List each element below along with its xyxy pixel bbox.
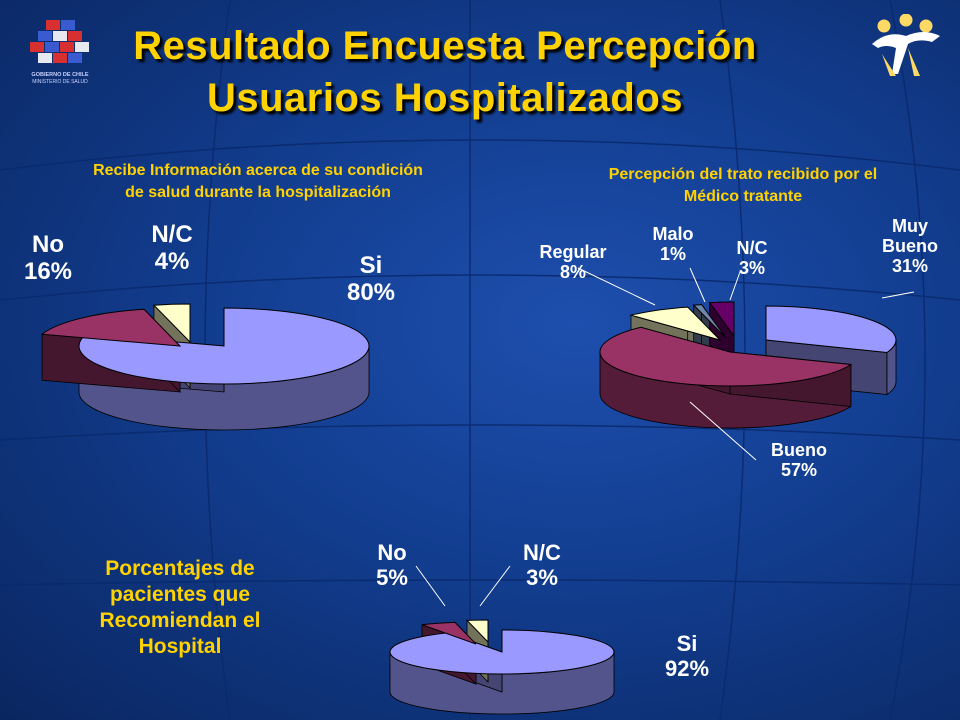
chart1-title: Recibe Información acerca de su condició…: [28, 160, 488, 204]
pie-1-slice-0: [78, 307, 370, 385]
pie-2-slice-4: [708, 301, 735, 338]
slide-title-line1: Resultado Encuesta Percepción: [133, 24, 757, 68]
leader-line: [729, 271, 741, 301]
pie-2-slice-1: [599, 326, 853, 387]
leader-line: [479, 565, 511, 607]
chart1-title-line1: Recibe Información acerca de su condició…: [93, 162, 423, 179]
recommend-caption-line4: Hospital: [138, 635, 222, 658]
pie-3-slice-0: [389, 629, 615, 675]
recommend-caption-line3: Recomiendan el: [99, 609, 261, 632]
pie-1-slice-2: [152, 303, 191, 344]
chart3-label-si: Si 92%: [664, 631, 710, 681]
chart1-label-no: No 16%: [23, 231, 73, 285]
chart2-title: Percepción del trato recibido por el Méd…: [538, 164, 948, 208]
chart2-label-muy-bueno: Muy Bueno 31%: [882, 216, 938, 277]
recommend-caption-line1: Porcentajes de: [105, 557, 255, 580]
leader-line: [689, 401, 757, 461]
svg-text:MINISTERIO DE SALUD: MINISTERIO DE SALUD: [32, 79, 88, 85]
pie-chart-3: [389, 619, 615, 715]
chart3-label-no: No 5%: [376, 540, 408, 590]
pie-chart-2: [599, 301, 897, 429]
pie-2-slice-0: [765, 305, 897, 354]
pie-2-slice-3: [692, 304, 727, 339]
svg-text:GOBIERNO DE CHILE: GOBIERNO DE CHILE: [31, 72, 88, 78]
pie-2-slice-2: [629, 306, 722, 341]
chart2-title-line1: Percepción del trato recibido por el: [608, 166, 878, 183]
chart1-label-si: Si 80%: [346, 252, 396, 306]
recommend-caption-line2: pacientes que: [109, 583, 251, 606]
chart1-title-line2: de salud durante la hospitalización: [125, 184, 391, 201]
health-figures-logo: [868, 13, 944, 85]
leader-line: [689, 267, 706, 303]
pie-chart-1: [40, 303, 370, 431]
chart1-label-nc: N/C 4%: [151, 221, 193, 275]
pie-3-slice-2: [465, 619, 489, 644]
chart2-label-regular: Regular 8%: [539, 242, 607, 283]
leader-line: [577, 267, 656, 306]
slide-title-line2: Usuarios Hospitalizados: [206, 76, 684, 120]
pie-3-slice-1: [421, 621, 477, 645]
chart2-label-bueno: Bueno 57%: [771, 440, 827, 481]
leader-line: [415, 565, 446, 607]
chart2-label-nc: N/C 3%: [736, 238, 768, 279]
leader-line: [881, 291, 915, 299]
government-logo: GOBIERNO DE CHILE MINISTERIO DE SALUD: [18, 18, 102, 91]
chart2-title-line2: Médico tratante: [683, 188, 803, 205]
pie-1-slice-1: [40, 308, 182, 347]
recommend-caption: Porcentajes de pacientes que Recomiendan…: [60, 556, 300, 660]
chart3-label-nc: N/C 3%: [523, 540, 561, 590]
chart2-label-malo: Malo 1%: [652, 224, 694, 265]
